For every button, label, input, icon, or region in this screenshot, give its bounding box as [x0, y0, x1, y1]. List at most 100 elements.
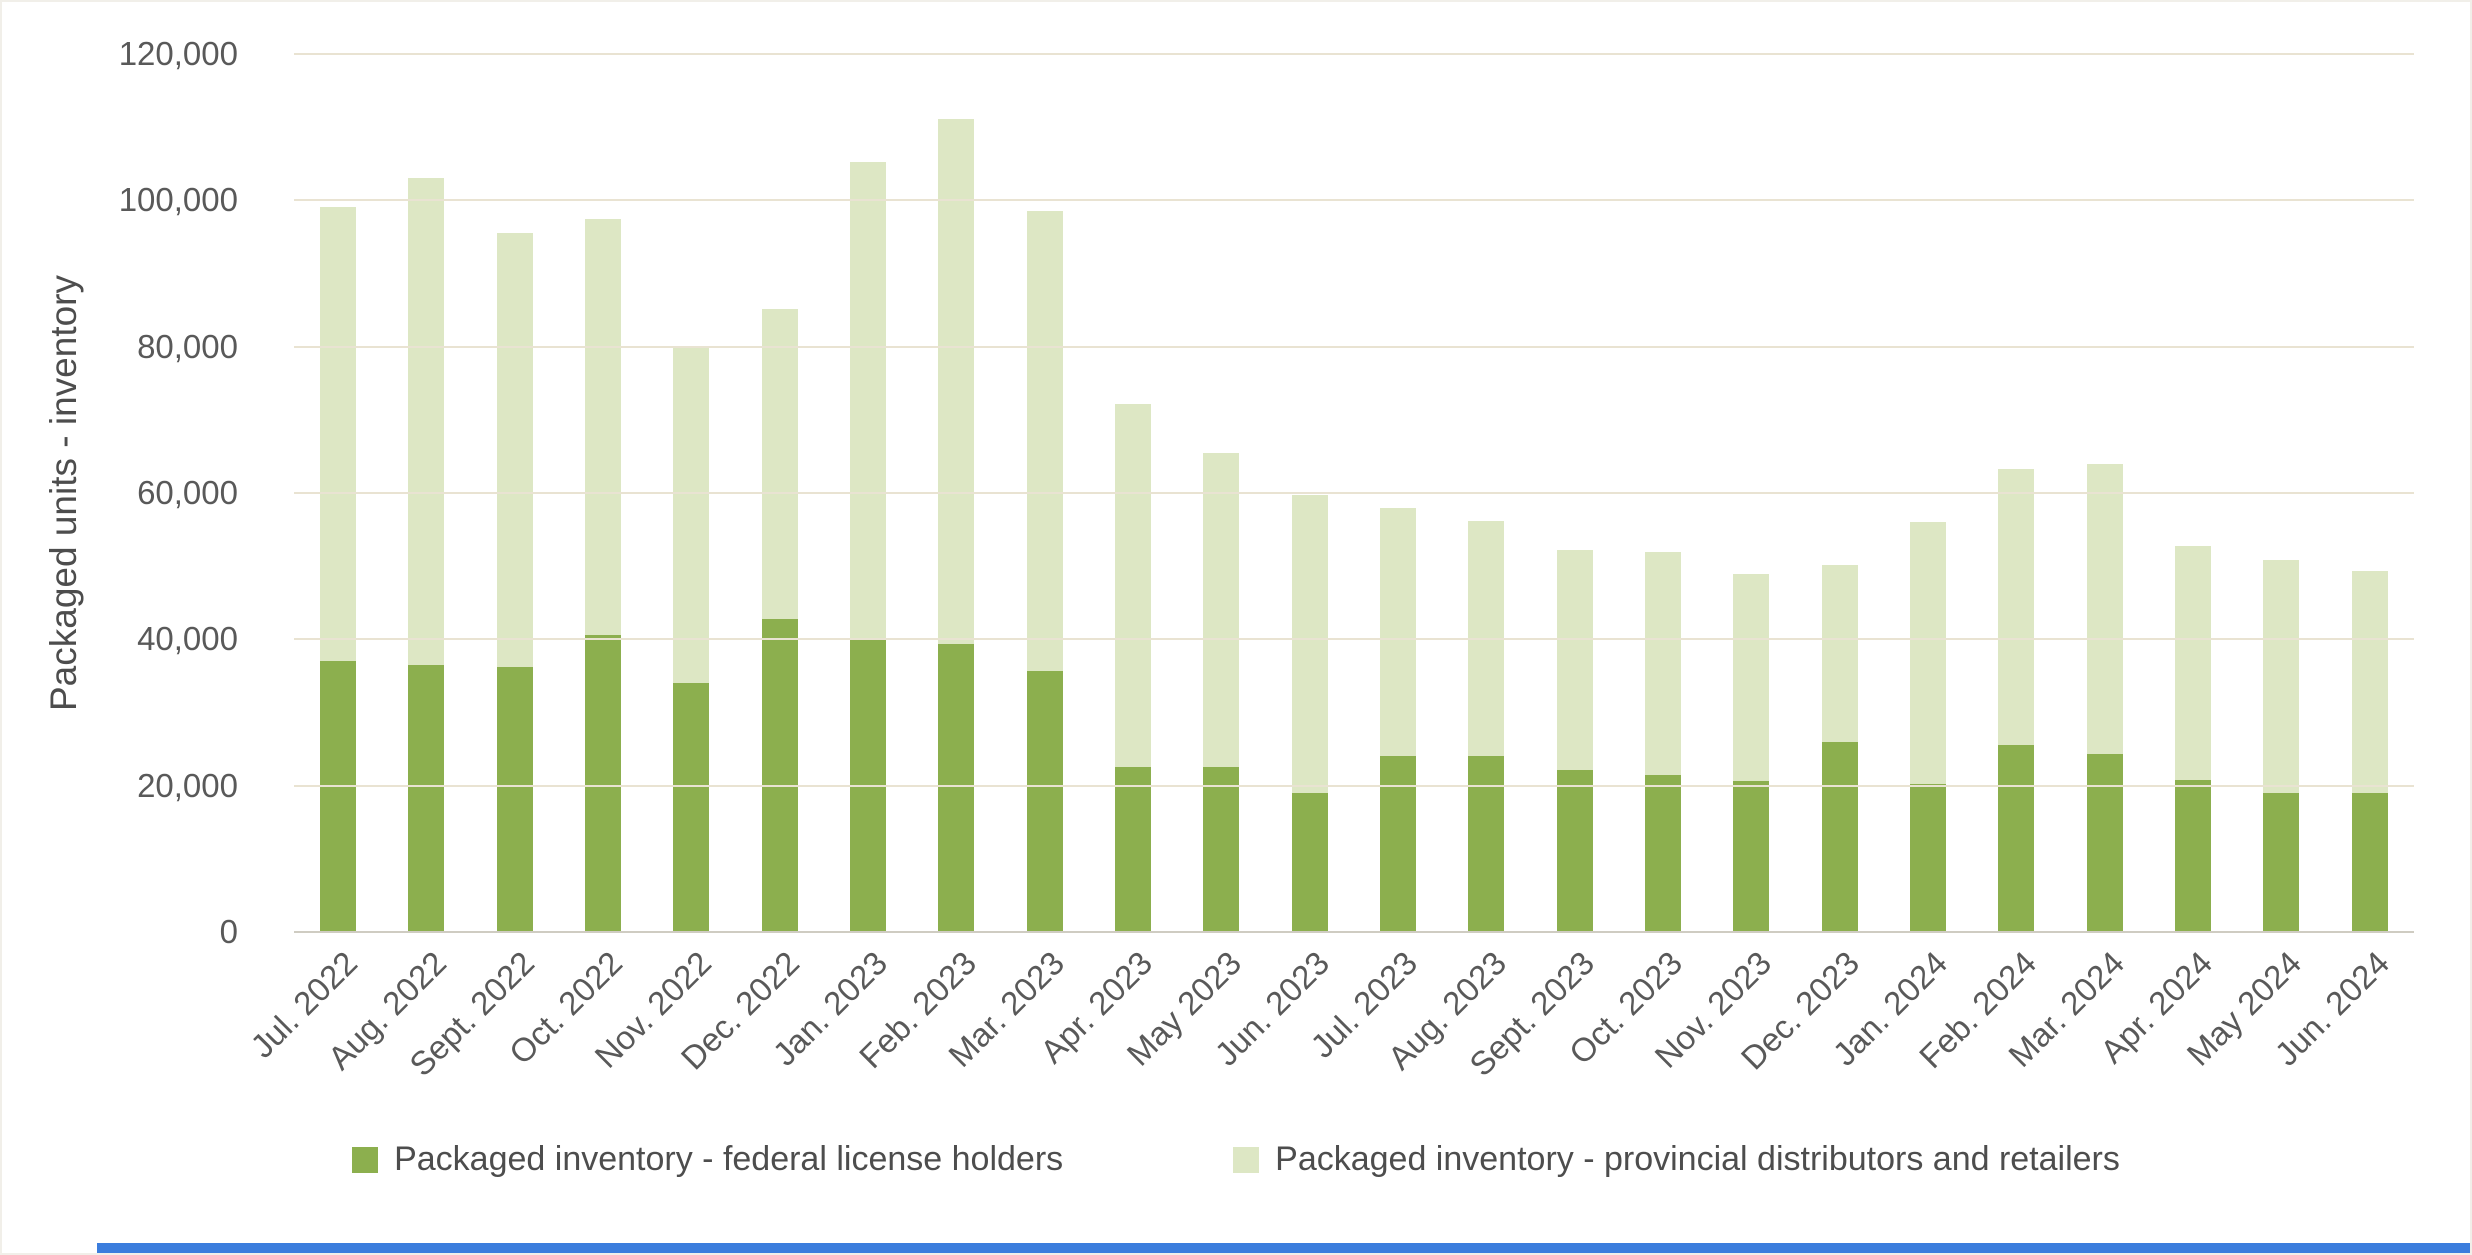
bar-slot: [1001, 54, 1089, 932]
stacked-bar: [585, 54, 622, 932]
y-tick-label: 0: [219, 913, 238, 950]
stacked-bar: [2351, 54, 2388, 932]
bar-slot: [1619, 54, 1707, 932]
bar-segment-series-0: [2263, 792, 2300, 932]
bar-segment-series-0: [1998, 745, 2035, 932]
legend-item: Packaged inventory - provincial distribu…: [1233, 1140, 2120, 1179]
bar-slot: [1796, 54, 1884, 932]
bar-segment-series-0: [1733, 780, 1770, 932]
stacked-bar: [320, 54, 357, 932]
bar-segment-series-1: [1556, 550, 1593, 770]
legend-swatch-icon: [352, 1146, 379, 1173]
bar-segment-series-1: [2086, 463, 2123, 755]
stacked-bar: [2263, 54, 2300, 932]
bar-segment-series-0: [2175, 779, 2212, 932]
stacked-bar: [2086, 54, 2123, 932]
bar-segment-series-0: [2351, 792, 2388, 932]
legend-label: Packaged inventory - provincial distribu…: [1275, 1140, 2120, 1178]
stacked-bar: [408, 54, 445, 932]
bar-slot: [2326, 54, 2414, 932]
bar-segment-series-1: [1821, 565, 1858, 742]
stacked-bar: [1203, 54, 1240, 932]
stacked-bar: [1115, 54, 1152, 932]
y-axis: 0 20,000 40,000 60,000 80,000 100,000 120,000: [2, 35, 264, 950]
bar-segment-series-1: [1291, 495, 1328, 793]
bar-segment-series-0: [2086, 754, 2123, 932]
y-tick-label: 80,000: [137, 327, 238, 365]
bar-slot: [1707, 54, 1795, 932]
legend: Packaged inventory - federal license hol…: [2, 1140, 2470, 1179]
bar-segment-series-1: [850, 162, 887, 640]
legend-label: Packaged inventory - federal license hol…: [394, 1140, 1064, 1178]
bar-segment-series-1: [1910, 522, 1947, 785]
stacked-bar: [1645, 54, 1682, 932]
bar-segment-series-0: [673, 683, 710, 932]
bar-segment-series-0: [1468, 756, 1505, 932]
bar-segment-series-1: [938, 119, 975, 644]
bar-slot: [736, 54, 824, 932]
bar-segment-series-1: [1733, 573, 1770, 781]
stacked-bar: [673, 54, 710, 932]
bar-segment-series-0: [1556, 769, 1593, 932]
stacked-bar: [1556, 54, 1593, 932]
bar-slot: [1531, 54, 1619, 932]
stacked-bar: [1026, 54, 1063, 932]
gridline: [294, 345, 2414, 348]
bar-segment-series-1: [2175, 546, 2212, 780]
bar-segment-series-1: [1380, 507, 1417, 757]
bottom-blue-strip: [97, 1243, 2470, 1253]
bar-segment-series-1: [2263, 559, 2300, 793]
y-tick-label: 40,000: [137, 620, 238, 658]
y-tick-label: 20,000: [137, 766, 238, 804]
bar-segment-series-1: [673, 346, 710, 684]
gridline: [294, 53, 2414, 55]
bar-slot: [1884, 54, 1972, 932]
bar-slot: [912, 54, 1000, 932]
bar-segment-series-1: [761, 309, 798, 619]
bar-slot: [2061, 54, 2149, 932]
bar-segment-series-1: [1998, 468, 2035, 746]
stacked-bar: [761, 54, 798, 932]
bar-segment-series-1: [1203, 452, 1240, 768]
stacked-bar: [1733, 54, 1770, 932]
x-axis: Jul. 2022 Aug. 2022 Sept. 2022 Oct. 2022 Nov…: [243, 944, 2414, 1139]
bar-slot: [559, 54, 647, 932]
bar-slot: [1266, 54, 1354, 932]
bar-segment-series-1: [320, 206, 357, 662]
bar-segment-series-0: [1291, 792, 1328, 932]
bar-segment-series-1: [1115, 404, 1152, 768]
bar-segment-series-0: [1026, 670, 1063, 932]
bar-segment-series-1: [408, 177, 445, 665]
stacked-bar: [1998, 54, 2035, 932]
bar-slot: [2149, 54, 2237, 932]
legend-item: Packaged inventory - federal license hol…: [352, 1140, 1063, 1179]
legend-swatch-icon: [1233, 1146, 1260, 1173]
bar-segment-series-1: [496, 233, 533, 668]
bar-segment-series-0: [408, 664, 445, 932]
bar-segment-series-0: [1203, 767, 1240, 932]
bar-slot: [1177, 54, 1265, 932]
stacked-bar: [938, 54, 975, 932]
x-axis-line: [294, 931, 2414, 933]
bar-slot: [2237, 54, 2325, 932]
bar-slot: [382, 54, 470, 932]
bar-slot: [294, 54, 382, 932]
y-tick-label: 60,000: [137, 474, 238, 511]
bar-slot: [471, 54, 559, 932]
y-tick-label: 120,000: [118, 35, 238, 72]
bar-slot: [647, 54, 735, 932]
bar-segment-series-0: [1645, 775, 1682, 932]
bar-segment-series-0: [585, 634, 622, 932]
bar-segment-series-1: [1645, 552, 1682, 776]
bar-segment-series-1: [1026, 210, 1063, 671]
bar-segment-series-0: [1821, 741, 1858, 932]
stacked-bar: [496, 54, 533, 932]
gridline: [294, 638, 2414, 641]
bar-segment-series-0: [1910, 784, 1947, 932]
bar-slot: [1972, 54, 2060, 932]
plot-area: [294, 53, 2414, 933]
bar-segment-series-1: [585, 218, 622, 635]
stacked-bar: [1910, 54, 1947, 932]
bar-slot: [1089, 54, 1177, 932]
